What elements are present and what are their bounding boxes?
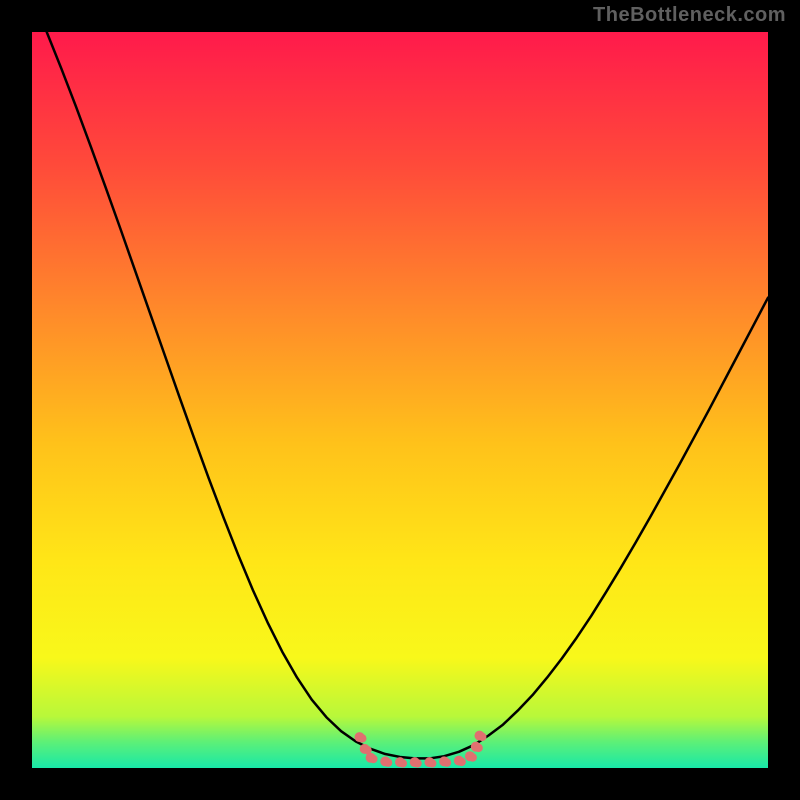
plot-svg — [32, 32, 768, 768]
gradient-background — [32, 32, 768, 768]
chart-stage: TheBottleneck.com — [0, 0, 800, 800]
plot-area — [32, 32, 768, 768]
watermark-label: TheBottleneck.com — [593, 4, 786, 27]
